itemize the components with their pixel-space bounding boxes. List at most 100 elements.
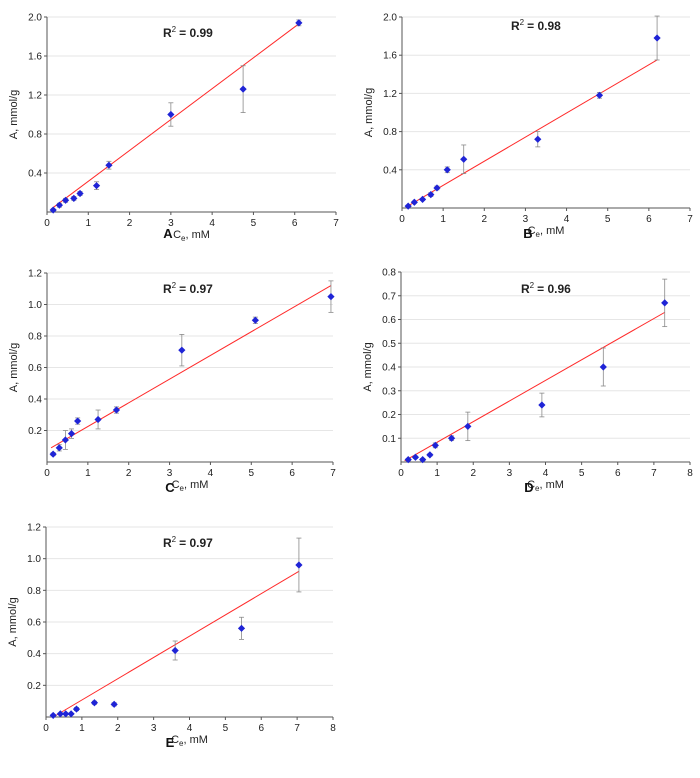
x-tick-label: 4 — [208, 468, 214, 479]
x-tick-label: 2 — [482, 214, 488, 225]
data-point — [295, 19, 303, 27]
y-tick-label: 0.6 — [382, 315, 396, 326]
data-point — [404, 202, 412, 210]
data-point — [171, 646, 179, 655]
r-squared-label: R2 = 0.97 — [163, 281, 213, 296]
chart-panel-e: 0 1 2 3 4 5 6 7 8 0.2 0.4 0.6 0.8 1.0 1.2 A, mmol/g Ce, … — [7, 523, 336, 751]
y-axis-label: A, mmol/g — [8, 343, 20, 393]
data-point — [55, 201, 63, 209]
y-tick-label: 0.4 — [27, 649, 41, 660]
x-tick-label: 6 — [258, 723, 264, 734]
data-point — [443, 166, 451, 174]
data-point — [110, 700, 118, 708]
data-point — [447, 434, 456, 442]
y-axis-label: A, mmol/g — [8, 90, 20, 140]
r-squared-label: R2 = 0.99 — [163, 25, 213, 40]
y-tick-label: 0.4 — [382, 363, 396, 374]
x-tick-label: 8 — [330, 723, 336, 734]
data-point — [464, 422, 472, 430]
y-tick-label: 0.7 — [382, 291, 396, 302]
x-tick-label: 7 — [651, 468, 657, 479]
data-point — [534, 135, 542, 143]
data-point — [61, 196, 70, 204]
x-tick-label: 7 — [687, 214, 693, 225]
data-point — [599, 363, 607, 371]
data-point — [61, 436, 69, 444]
data-point — [427, 191, 435, 199]
y-axis-label: A, mmol/g — [362, 342, 374, 392]
y-tick-label: 1.0 — [27, 554, 41, 565]
y-tick-label: 0.3 — [382, 386, 396, 397]
y-tick-label: 1.2 — [383, 89, 397, 100]
y-tick-label: 0.2 — [382, 410, 396, 421]
data-point — [251, 316, 259, 324]
data-point — [49, 206, 57, 214]
x-tick-label: 5 — [223, 723, 229, 734]
x-tick-label: 3 — [168, 218, 174, 229]
x-axis-label: Ce, mM — [173, 229, 210, 243]
chart-panel-b: 0 1 2 3 4 5 6 7 0.4 0.8 1.2 1.6 2.0 A, mmol/g Ce, mM R2… — [363, 13, 693, 242]
x-axis-label: Ce, mM — [527, 479, 564, 493]
x-axis-label: Ce, mM — [171, 734, 208, 748]
y-tick-label: 2.0 — [28, 13, 42, 24]
x-tick-label: 4 — [209, 218, 215, 229]
panel-label: C — [165, 480, 175, 495]
x-tick-label: 5 — [605, 214, 611, 225]
y-axis-label: A, mmol/g — [363, 88, 375, 138]
y-tick-label: 0.4 — [383, 165, 397, 176]
y-tick-label: 0.8 — [383, 127, 397, 138]
y-tick-label: 1.6 — [28, 52, 42, 63]
x-tick-label: 1 — [86, 218, 92, 229]
data-point — [94, 415, 102, 424]
y-tick-label: 0.8 — [27, 586, 41, 597]
fit-line — [405, 59, 658, 208]
y-tick-label: 0.4 — [28, 169, 42, 180]
data-point — [653, 34, 661, 42]
data-point — [67, 710, 75, 718]
r-squared-label: R2 = 0.98 — [511, 18, 561, 33]
x-tick-label: 2 — [126, 468, 132, 479]
data-point — [76, 189, 84, 198]
y-tick-label: 2.0 — [383, 13, 397, 24]
x-tick-label: 2 — [115, 723, 121, 734]
data-point — [433, 184, 441, 192]
y-tick-label: 1.2 — [28, 91, 42, 102]
x-tick-label: 7 — [294, 723, 300, 734]
y-tick-label: 1.2 — [27, 523, 41, 534]
data-point — [178, 346, 186, 354]
x-tick-label: 0 — [44, 468, 50, 479]
y-tick-label: 0.6 — [28, 363, 42, 374]
data-point — [72, 705, 81, 713]
x-tick-label: 4 — [187, 723, 193, 734]
data-point — [595, 91, 604, 99]
data-point — [55, 444, 63, 452]
x-tick-label: 5 — [579, 468, 585, 479]
data-point — [92, 182, 101, 190]
fit-line — [50, 285, 332, 449]
data-point — [167, 110, 175, 119]
data-point — [62, 710, 70, 718]
panel-label: B — [523, 226, 532, 241]
y-tick-label: 0.4 — [28, 395, 42, 406]
data-point — [56, 710, 64, 718]
x-tick-label: 7 — [333, 218, 339, 229]
y-tick-label: 0.2 — [28, 426, 42, 437]
x-tick-label: 8 — [687, 468, 693, 479]
y-tick-label: 0.6 — [27, 618, 41, 629]
y-tick-label: 0.5 — [382, 339, 396, 350]
data-point — [661, 299, 669, 307]
data-point — [538, 401, 546, 409]
x-tick-label: 6 — [292, 218, 298, 229]
y-tick-label: 0.8 — [28, 332, 42, 343]
x-tick-label: 1 — [434, 468, 440, 479]
y-tick-label: 0.8 — [382, 268, 396, 279]
data-point — [90, 699, 99, 707]
data-point — [49, 711, 57, 720]
panel-label: E — [166, 735, 175, 750]
x-tick-label: 1 — [79, 723, 85, 734]
data-point — [411, 453, 420, 461]
x-tick-label: 6 — [289, 468, 295, 479]
data-point — [112, 406, 121, 414]
data-point — [237, 624, 246, 632]
x-axis-label: Ce, mM — [528, 225, 565, 239]
